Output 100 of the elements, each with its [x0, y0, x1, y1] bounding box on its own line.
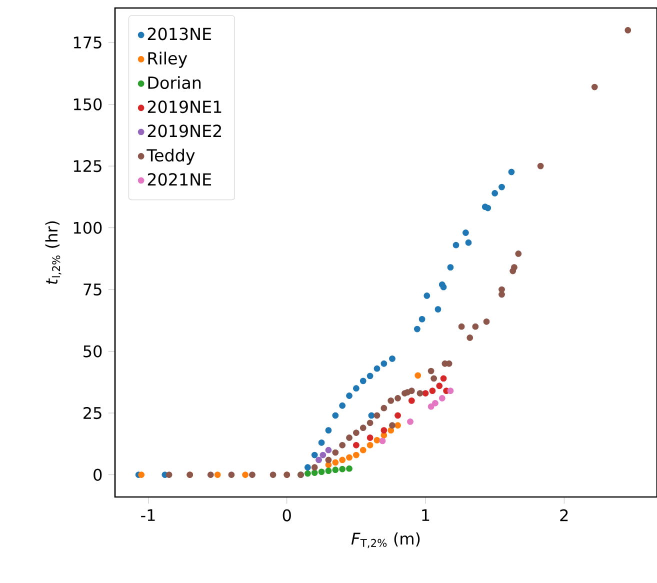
- point: [242, 472, 249, 478]
- point: [311, 452, 318, 458]
- point: [332, 459, 339, 466]
- y-tick-label: 125: [74, 160, 102, 172]
- point: [498, 286, 505, 293]
- point: [374, 436, 380, 444]
- point: [339, 442, 346, 448]
- point: [316, 456, 322, 464]
- point: [207, 472, 214, 478]
- point: [380, 404, 388, 412]
- point: [374, 412, 380, 419]
- point: [228, 472, 235, 478]
- point: [339, 402, 346, 409]
- point: [270, 472, 276, 478]
- point: [380, 360, 388, 367]
- point: [416, 390, 424, 396]
- point: [389, 422, 396, 429]
- point: [304, 470, 311, 477]
- point: [352, 430, 360, 436]
- point: [318, 468, 325, 476]
- point: [440, 284, 447, 290]
- y-tick-label: 0: [94, 468, 102, 481]
- point: [515, 250, 522, 257]
- point: [366, 434, 374, 441]
- x-tick-label: 1: [422, 509, 430, 521]
- legend-label: Dorian: [148, 76, 201, 89]
- point: [380, 427, 388, 434]
- point: [466, 334, 474, 341]
- point: [434, 306, 442, 313]
- point: [366, 442, 374, 448]
- point: [408, 397, 415, 404]
- point: [462, 230, 469, 236]
- point: [368, 412, 375, 419]
- point: [389, 355, 396, 362]
- y-tick-label: 50: [84, 345, 102, 358]
- y-tick-label: 150: [74, 98, 102, 110]
- point: [508, 168, 515, 176]
- point: [332, 449, 339, 456]
- point: [366, 372, 374, 380]
- point: [388, 427, 394, 434]
- point: [483, 318, 490, 325]
- point: [311, 464, 318, 471]
- point: [339, 466, 346, 472]
- point: [249, 472, 256, 478]
- legend-label: 2013NE: [148, 28, 212, 40]
- point: [346, 434, 352, 441]
- legend-label: Teddy: [146, 148, 195, 165]
- point: [438, 395, 446, 402]
- point: [360, 378, 366, 384]
- point: [166, 472, 172, 478]
- point: [346, 465, 352, 472]
- legend-label: 2021NE: [148, 173, 212, 186]
- point: [138, 472, 145, 478]
- point: [366, 420, 374, 426]
- point: [394, 422, 401, 429]
- point: [352, 385, 360, 392]
- point: [374, 365, 380, 372]
- point: [428, 403, 434, 410]
- point: [407, 418, 414, 425]
- y-axis-title: t$_{l,2%}$ (hr): [45, 221, 62, 284]
- x-tick-label: 0: [282, 509, 291, 522]
- point: [447, 264, 454, 271]
- point: [304, 464, 311, 471]
- point: [408, 388, 415, 394]
- point: [320, 452, 326, 458]
- x-tick-label: -1: [141, 509, 155, 521]
- point: [346, 454, 352, 461]
- point: [537, 162, 544, 170]
- point: [624, 27, 632, 34]
- point: [465, 239, 472, 246]
- point: [311, 470, 318, 476]
- point: [332, 466, 339, 474]
- point: [422, 390, 429, 396]
- y-tick-label: 25: [84, 406, 102, 420]
- point: [430, 375, 438, 382]
- point: [440, 375, 447, 382]
- point: [388, 397, 394, 404]
- y-tick-label: 75: [84, 284, 102, 296]
- legend-label: 2019NE1: [148, 100, 222, 114]
- y-tick-label: 100: [74, 222, 102, 234]
- point: [339, 456, 346, 464]
- point: [394, 395, 401, 402]
- point: [484, 204, 492, 212]
- x-tick-label: 2: [560, 509, 568, 522]
- point: [591, 84, 598, 90]
- point: [472, 323, 479, 330]
- point: [325, 427, 332, 434]
- point: [452, 242, 460, 248]
- point: [394, 412, 401, 419]
- point: [318, 439, 325, 446]
- point: [379, 438, 386, 444]
- legend-label: 2019NE2: [148, 124, 222, 138]
- point: [352, 452, 360, 458]
- y-tick-label: 175: [74, 36, 102, 49]
- point: [436, 382, 443, 390]
- point: [325, 446, 332, 454]
- point: [458, 323, 465, 330]
- point: [447, 388, 454, 394]
- point: [346, 392, 352, 399]
- point: [325, 456, 332, 464]
